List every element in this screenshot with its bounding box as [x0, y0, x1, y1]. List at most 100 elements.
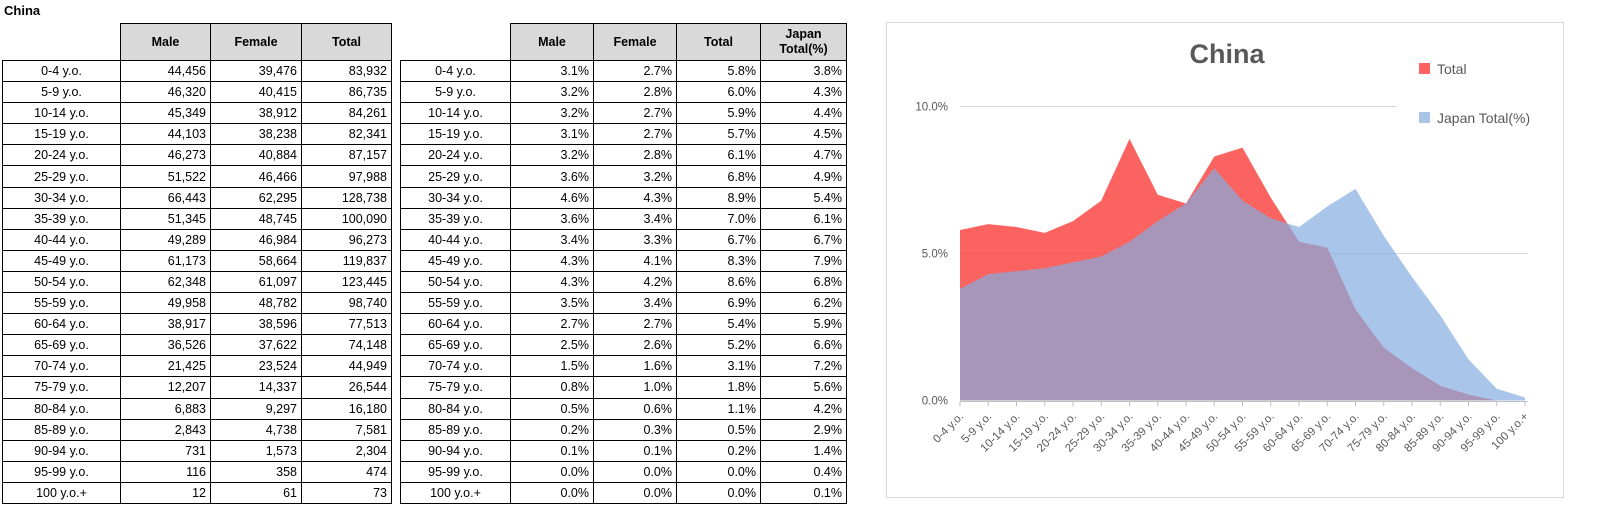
value-cell[interactable]: 40,884 [210, 144, 302, 167]
value-cell[interactable]: 1.0% [593, 376, 677, 399]
value-cell[interactable]: 82,341 [301, 123, 392, 146]
value-cell[interactable]: 1.5% [510, 355, 594, 378]
value-cell[interactable]: 0.0% [676, 460, 761, 483]
value-cell[interactable]: 4.3% [510, 270, 594, 294]
value-cell[interactable]: 6.9% [676, 292, 761, 315]
legend-label-total[interactable]: Total [1437, 61, 1467, 77]
value-cell[interactable]: 3.4% [510, 228, 594, 251]
row-label-cell[interactable]: 80-84 y.o. [400, 397, 511, 420]
value-cell[interactable]: 5.4% [676, 313, 761, 336]
value-cell[interactable]: 84,261 [301, 102, 392, 125]
value-cell[interactable]: 44,456 [120, 59, 211, 83]
row-label-cell[interactable]: 0-4 y.o. [2, 59, 121, 83]
value-cell[interactable]: 7.2% [760, 355, 847, 378]
value-cell[interactable]: 1.6% [593, 355, 677, 378]
value-cell[interactable]: 98,740 [301, 292, 392, 315]
value-cell[interactable]: 5.7% [676, 123, 761, 146]
row-label-cell[interactable]: 65-69 y.o. [2, 334, 121, 357]
value-cell[interactable]: 5.2% [676, 334, 761, 357]
value-cell[interactable]: 5.9% [676, 102, 761, 125]
value-cell[interactable]: 0.0% [676, 481, 761, 504]
row-label-cell[interactable]: 95-99 y.o. [400, 460, 511, 483]
value-cell[interactable]: 128,738 [301, 186, 392, 209]
value-cell[interactable]: 4.5% [760, 123, 847, 146]
value-cell[interactable]: 5.6% [760, 376, 847, 399]
value-cell[interactable]: 2.7% [593, 123, 677, 146]
column-header[interactable]: Male [510, 23, 594, 61]
value-cell[interactable]: 2.8% [593, 81, 677, 104]
value-cell[interactable]: 39,476 [210, 59, 302, 83]
row-label-cell[interactable]: 5-9 y.o. [400, 81, 511, 104]
value-cell[interactable]: 77,513 [301, 313, 392, 336]
value-cell[interactable]: 0.3% [593, 418, 677, 441]
row-label-cell[interactable]: 90-94 y.o. [2, 439, 121, 462]
series-area-japan-total[interactable] [960, 168, 1525, 401]
value-cell[interactable]: 38,596 [210, 313, 302, 336]
value-cell[interactable]: 3.2% [510, 144, 594, 167]
column-header[interactable]: Female [210, 23, 302, 61]
row-label-cell[interactable]: 5-9 y.o. [2, 81, 121, 104]
value-cell[interactable]: 8.3% [676, 249, 761, 272]
value-cell[interactable]: 3.4% [593, 292, 677, 315]
row-label-cell[interactable]: 55-59 y.o. [400, 292, 511, 315]
value-cell[interactable]: 6.0% [676, 81, 761, 104]
value-cell[interactable]: 8.6% [676, 270, 761, 294]
value-cell[interactable]: 731 [120, 439, 211, 462]
value-cell[interactable]: 4.7% [760, 144, 847, 167]
value-cell[interactable]: 3.3% [593, 228, 677, 251]
value-cell[interactable]: 0.5% [510, 397, 594, 420]
value-cell[interactable]: 5.4% [760, 186, 847, 209]
value-cell[interactable]: 2.5% [510, 334, 594, 357]
row-label-cell[interactable]: 15-19 y.o. [400, 123, 511, 146]
value-cell[interactable]: 4.2% [760, 397, 847, 420]
row-label-cell[interactable]: 45-49 y.o. [2, 249, 121, 272]
value-cell[interactable]: 51,345 [120, 207, 211, 230]
value-cell[interactable]: 3.2% [510, 102, 594, 125]
value-cell[interactable]: 4.4% [760, 102, 847, 125]
value-cell[interactable]: 49,289 [120, 228, 211, 251]
column-header[interactable]: Male [120, 23, 211, 61]
value-cell[interactable]: 2.7% [593, 313, 677, 336]
value-cell[interactable]: 3.1% [676, 355, 761, 378]
row-label-cell[interactable]: 65-69 y.o. [400, 334, 511, 357]
value-cell[interactable]: 3.2% [510, 81, 594, 104]
value-cell[interactable]: 61,097 [210, 270, 302, 294]
row-label-cell[interactable]: 70-74 y.o. [2, 355, 121, 378]
value-cell[interactable]: 3.8% [760, 59, 847, 83]
value-cell[interactable]: 2,304 [301, 439, 392, 462]
value-cell[interactable]: 62,295 [210, 186, 302, 209]
row-label-cell[interactable]: 100 y.o.+ [400, 481, 511, 504]
row-label-cell[interactable]: 40-44 y.o. [400, 228, 511, 251]
value-cell[interactable]: 4.3% [760, 81, 847, 104]
value-cell[interactable]: 0.5% [676, 418, 761, 441]
column-header[interactable]: Total [676, 23, 761, 61]
legend-label-japan-total[interactable]: Japan Total(%) [1437, 110, 1530, 126]
row-label-cell[interactable]: 10-14 y.o. [400, 102, 511, 125]
value-cell[interactable]: 6.6% [760, 334, 847, 357]
value-cell[interactable]: 58,664 [210, 249, 302, 272]
value-cell[interactable]: 1.4% [760, 439, 847, 462]
row-label-cell[interactable]: 55-59 y.o. [2, 292, 121, 315]
value-cell[interactable]: 6.2% [760, 292, 847, 315]
value-cell[interactable]: 2.7% [593, 59, 677, 83]
row-label-cell[interactable]: 80-84 y.o. [2, 397, 121, 420]
value-cell[interactable]: 3.1% [510, 123, 594, 146]
value-cell[interactable]: 61,173 [120, 249, 211, 272]
value-cell[interactable]: 2.7% [593, 102, 677, 125]
value-cell[interactable]: 37,622 [210, 334, 302, 357]
value-cell[interactable]: 23,524 [210, 355, 302, 378]
value-cell[interactable]: 474 [301, 460, 392, 483]
value-cell[interactable]: 0.0% [593, 481, 677, 504]
value-cell[interactable]: 12 [120, 481, 211, 504]
value-cell[interactable]: 48,745 [210, 207, 302, 230]
value-cell[interactable]: 6.7% [760, 228, 847, 251]
column-header[interactable]: Female [593, 23, 677, 61]
value-cell[interactable]: 100,090 [301, 207, 392, 230]
value-cell[interactable]: 2.8% [593, 144, 677, 167]
value-cell[interactable]: 9,297 [210, 397, 302, 420]
row-label-cell[interactable]: 75-79 y.o. [2, 376, 121, 399]
value-cell[interactable]: 87,157 [301, 144, 392, 167]
row-label-cell[interactable]: 100 y.o.+ [2, 481, 121, 504]
value-cell[interactable]: 46,466 [210, 165, 302, 188]
row-label-cell[interactable]: 90-94 y.o. [400, 439, 511, 462]
